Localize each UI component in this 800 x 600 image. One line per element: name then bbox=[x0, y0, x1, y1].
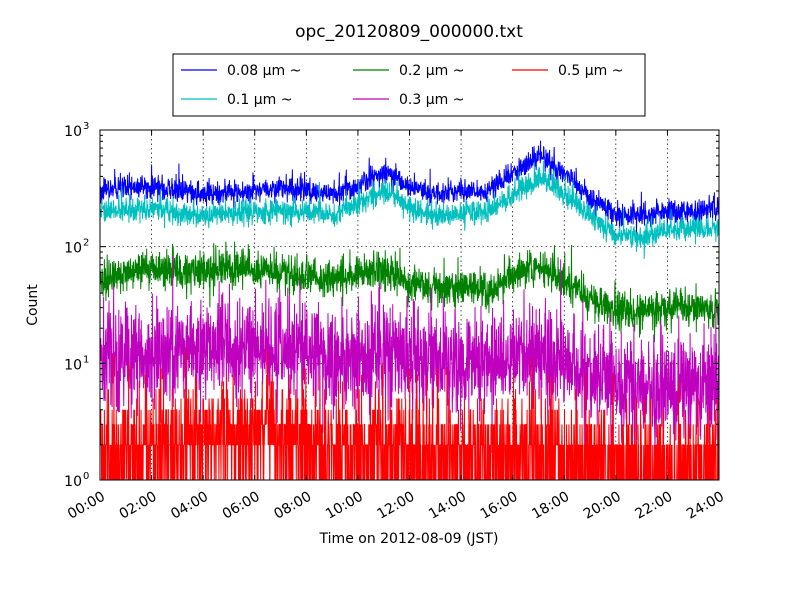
x-tick-labels: 00:00 02:00 04:00 06:00 08:00 10:00 12:00 14:00… bbox=[65, 489, 727, 523]
y-tick-label: 10 bbox=[64, 241, 82, 257]
legend-box bbox=[172, 53, 646, 117]
x-tick-label: 08:00 bbox=[271, 489, 314, 523]
chart-title: opc_20120809_000000.txt bbox=[295, 22, 523, 42]
y-tick-exponent: 3 bbox=[83, 121, 89, 132]
y-tick-label: 10 bbox=[64, 124, 82, 140]
x-tick-label: 20:00 bbox=[581, 489, 624, 523]
x-tick-label: 22:00 bbox=[632, 489, 675, 523]
x-tick-label: 06:00 bbox=[220, 489, 263, 523]
x-axis-label: Time on 2012-08-09 (JST) bbox=[319, 531, 499, 547]
legend-label: 0.2 μm ~ bbox=[399, 63, 464, 79]
y-tick-label: 10 bbox=[64, 357, 82, 373]
axis-ticks bbox=[99, 129, 720, 481]
series-line-2 bbox=[99, 160, 720, 259]
series-line-3 bbox=[99, 241, 720, 343]
legend-label: 0.3 μm ~ bbox=[399, 92, 464, 108]
x-tick-label: 16:00 bbox=[478, 489, 521, 523]
y-tick-label: 10 bbox=[64, 474, 82, 490]
x-tick-label: 24:00 bbox=[684, 489, 727, 523]
x-tick-label: 12:00 bbox=[375, 489, 418, 523]
legend-label: 0.1 μm ~ bbox=[227, 92, 292, 108]
series-layer bbox=[99, 140, 720, 481]
y-tick-exponent: 2 bbox=[83, 238, 89, 249]
legend: 0.08 μm ~ 0.1 μm ~ 0.2 μm ~ 0.3 μm ~ 0.5 μm … bbox=[172, 53, 646, 117]
y-tick-exponent: 0 bbox=[83, 471, 89, 482]
x-tick-label: 04:00 bbox=[168, 489, 211, 523]
y-axis-label: Count bbox=[25, 284, 41, 326]
x-tick-label: 00:00 bbox=[65, 489, 108, 523]
series-line-4 bbox=[99, 255, 720, 457]
x-tick-label: 02:00 bbox=[117, 489, 160, 523]
series-line-5 bbox=[100, 350, 720, 481]
x-tick-label: 10:00 bbox=[323, 489, 366, 523]
series-line-1 bbox=[99, 140, 720, 235]
y-tick-exponent: 1 bbox=[83, 354, 89, 365]
x-tick-label: 14:00 bbox=[426, 489, 469, 523]
x-tick-label: 18:00 bbox=[529, 489, 572, 523]
legend-label: 0.08 μm ~ bbox=[227, 63, 301, 79]
legend-label: 0.5 μm ~ bbox=[558, 63, 623, 79]
